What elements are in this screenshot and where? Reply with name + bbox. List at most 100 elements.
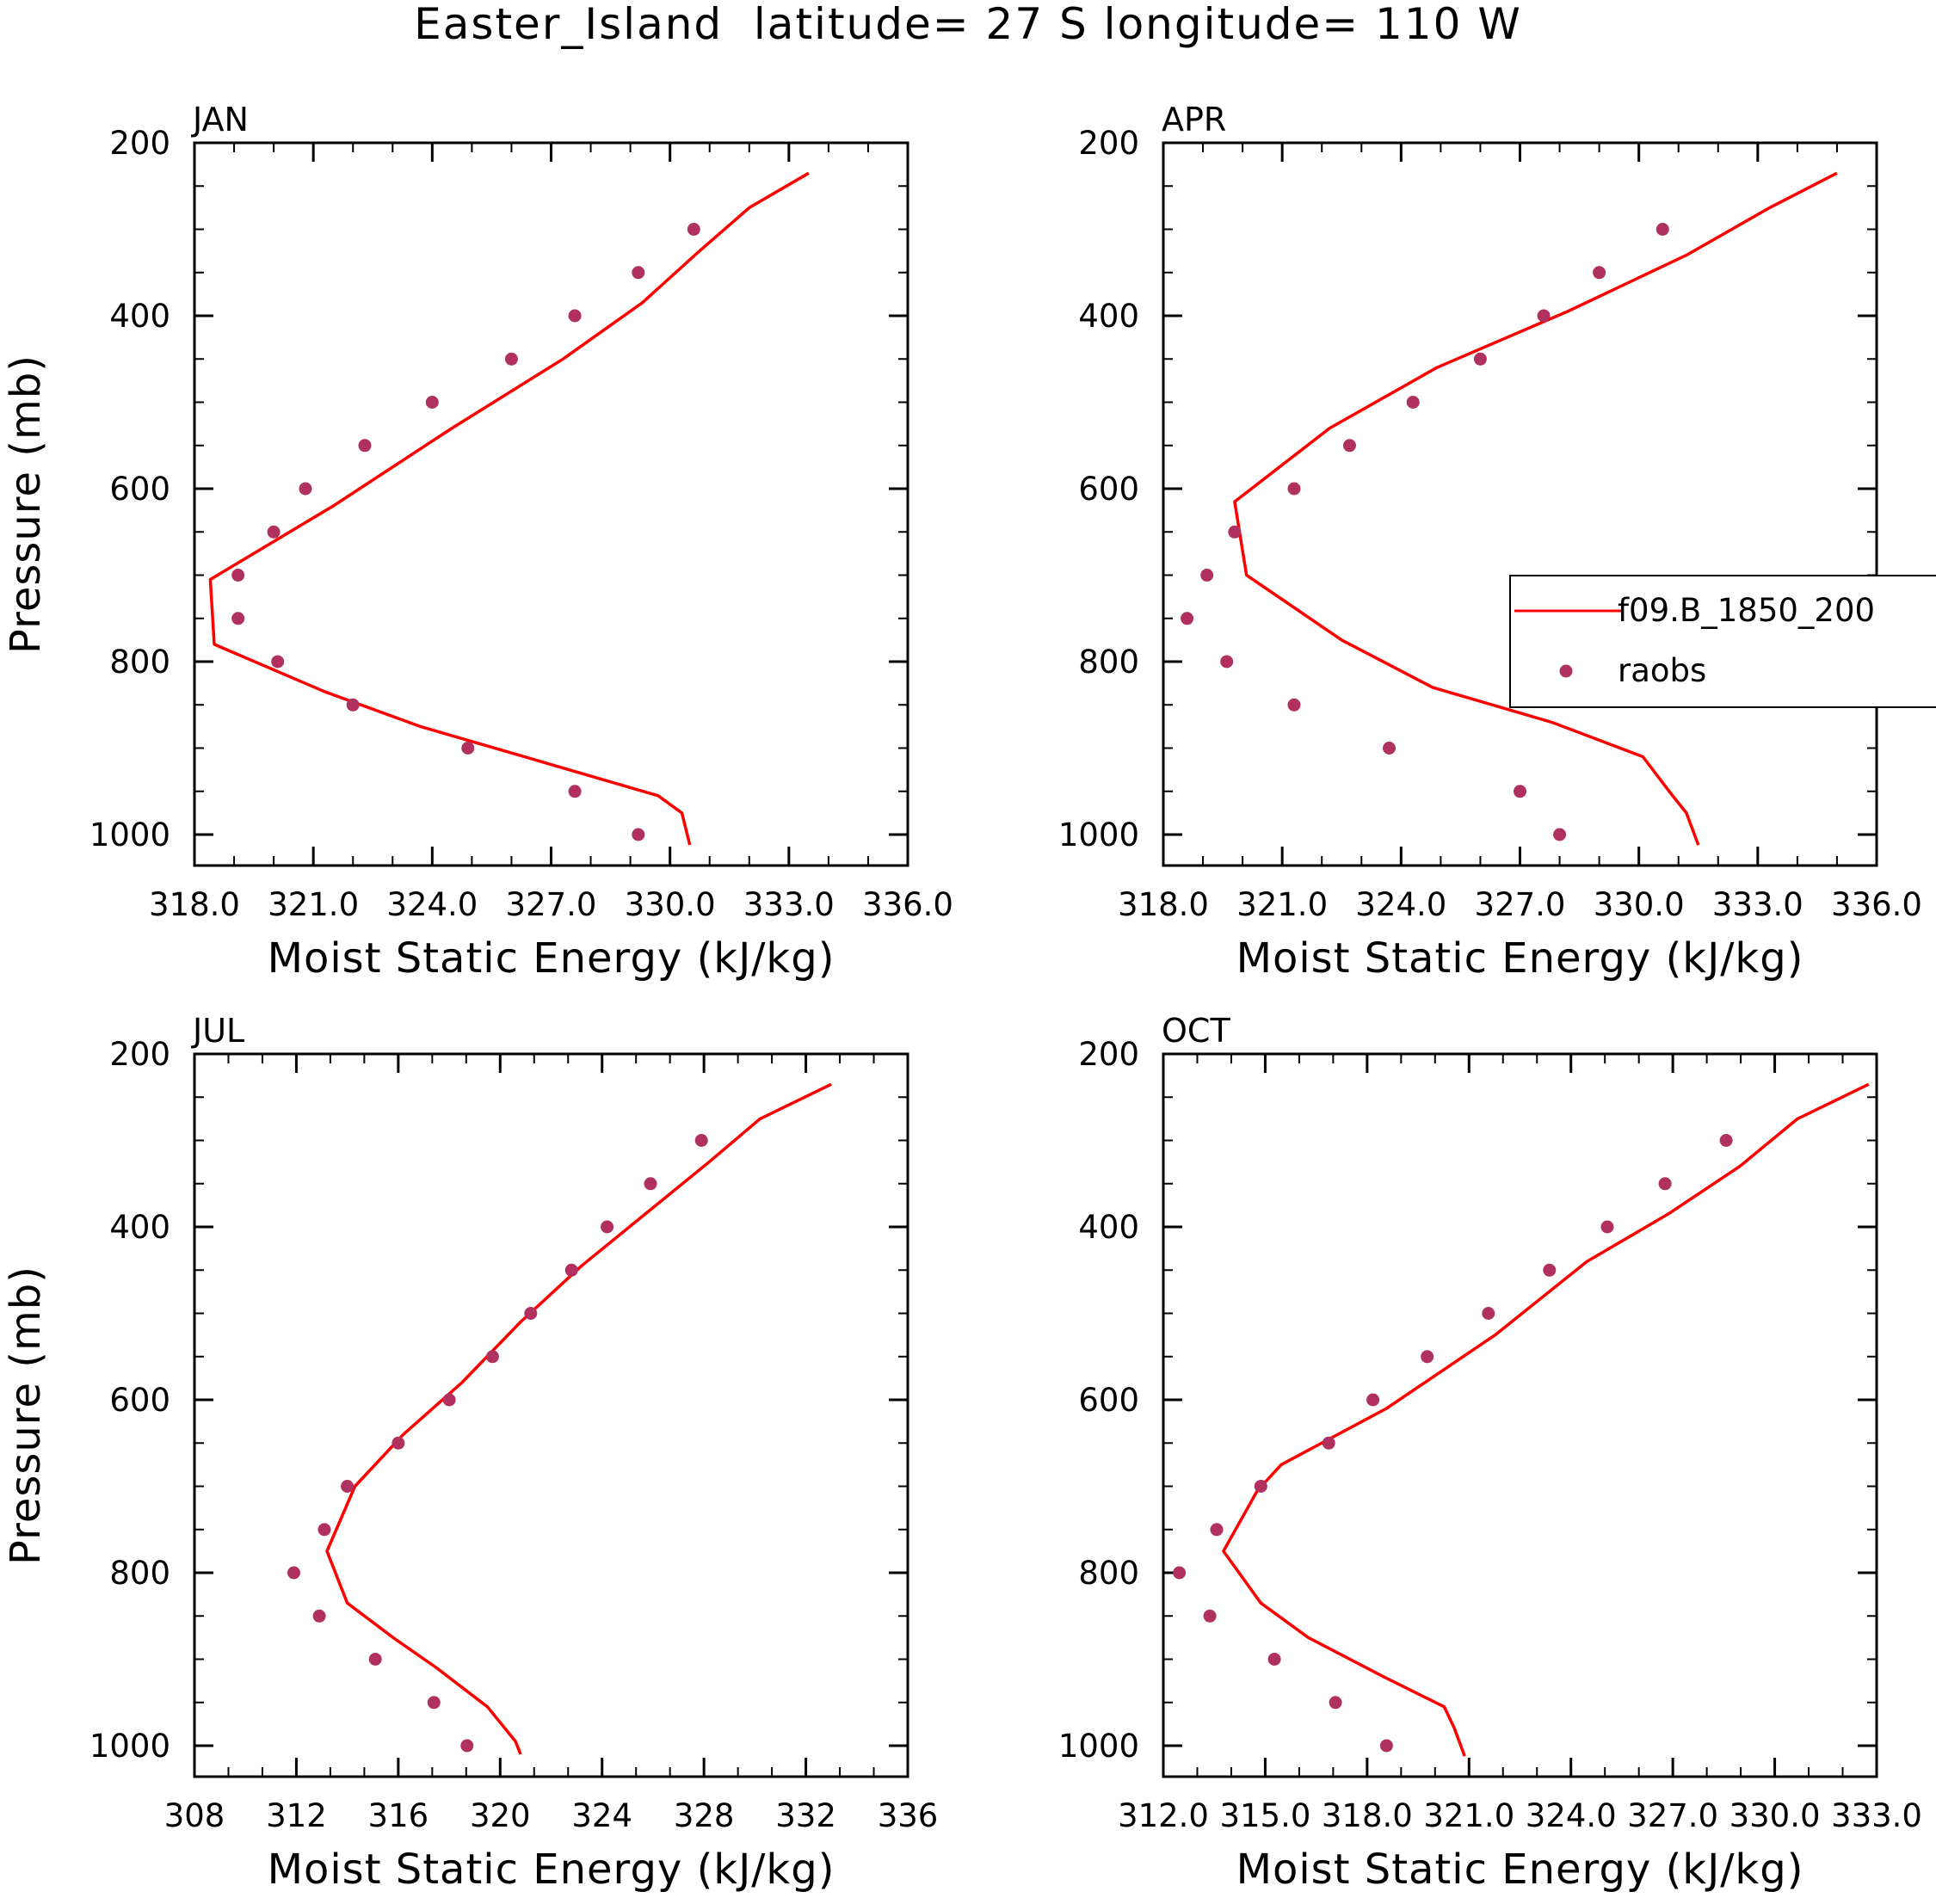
raobs-point [231,612,245,625]
x-axis-title: Moist Static Energy (kJ/kg) [268,1845,835,1894]
x-tick-label: 324.0 [1526,1797,1617,1834]
raobs-point [460,1739,474,1753]
plot-frame [1162,1052,1878,1778]
plot-frame [193,141,909,867]
raobs-point [267,525,281,539]
raobs-point [1473,352,1487,366]
raobs-point [1655,223,1669,236]
legend-box [1509,575,1936,708]
raobs-point [687,223,700,236]
raobs-point [1658,1177,1672,1191]
panel-jul: JUL 308 312 316 320 324 328 332 336 200 400 600 800 1… [2,1012,938,1894]
raobs-point [341,1480,355,1493]
raobs-point [1210,1523,1224,1537]
x-tick-label: 336.0 [1831,886,1922,923]
raobs-point [461,742,475,755]
plot-frame [1162,141,1878,867]
x-tick-label: 333.0 [743,886,835,923]
x-tick-label: 324.0 [386,886,478,923]
y-tick-label: 600 [1078,471,1139,508]
figure-title: Easter_Island latitude= 27 S longitude= … [414,0,1522,49]
y-tick-label: 800 [1078,644,1139,681]
x-tick-label: 330.0 [1729,1797,1821,1834]
raobs-point [231,569,245,582]
raobs-point [1228,525,1242,539]
x-tick-label: 336 [878,1797,939,1834]
y-tick-label: 200 [1078,1036,1139,1073]
x-tick-label: 327.0 [506,886,597,923]
raobs-point [1287,698,1301,712]
y-axis-title: Pressure (mb) [2,354,50,654]
raobs-point [1343,439,1356,453]
x-axis-title: Moist Static Energy (kJ/kg) [1236,1845,1804,1894]
x-tick-label: 318.0 [149,886,240,923]
raobs-point [1553,828,1567,841]
raobs-point [568,309,582,323]
x-tick-label: 330.0 [625,886,716,923]
raobs-point [1537,309,1551,323]
raobs-point [1267,1653,1281,1666]
y-tick-label: 200 [109,1036,170,1073]
x-tick-label: 333.0 [1712,886,1803,923]
raobs-point [312,1609,326,1623]
y-tick-label: 1000 [89,1728,170,1765]
model-line [325,1082,832,1755]
raobs-point [632,828,645,841]
x-tick-label: 328 [674,1797,735,1834]
raobs-point [1482,1307,1495,1320]
model-line [1233,171,1838,846]
x-axis-title: Moist Static Energy (kJ/kg) [268,934,835,983]
raobs-point [1329,1696,1342,1710]
x-tick-label: 324.0 [1355,886,1446,923]
y-tick-label: 1000 [89,816,170,853]
raobs-point [1287,482,1301,496]
y-tick-label: 800 [109,1555,170,1592]
x-tick-label: 312 [266,1797,327,1834]
x-tick-label: 318.0 [1322,1797,1413,1834]
y-tick-label: 600 [109,1382,170,1419]
raobs-point [1543,1263,1557,1277]
x-tick-label: 321.0 [1236,886,1328,923]
raobs-point [485,1350,499,1364]
panel-apr: APR 318.0 321.0 324.0 327.0 330.0 333.0 336.0 20… [1058,101,1922,983]
legend-label-model: f09.B_1850_200 [1618,592,1875,629]
raobs-point [1514,785,1526,798]
x-tick-label: 312.0 [1118,1797,1209,1834]
raobs-point [632,266,645,280]
y-tick-label: 200 [109,125,170,162]
legend-marker-swatch [1559,664,1573,678]
y-tick-label: 1000 [1058,1728,1139,1765]
x-tick-label: 318.0 [1118,886,1209,923]
y-tick-label: 400 [1078,298,1139,335]
x-tick-label: 324 [571,1797,632,1834]
raobs-point [1200,569,1214,582]
raobs-point [1181,612,1194,625]
raobs-point [644,1177,657,1191]
raobs-point [1600,1220,1614,1234]
panel-label: JAN [191,101,249,139]
panel-jan: JAN 318.0 321.0 324.0 327.0 330.0 333.0 336.0 20… [2,101,953,983]
y-tick-label: 400 [1078,1209,1139,1246]
raobs-point [1421,1350,1434,1364]
raobs-point [1203,1609,1217,1623]
y-tick-label: 600 [1078,1382,1139,1419]
legend-label-raobs: raobs [1618,652,1706,689]
raobs-point [568,785,582,798]
raobs-point [1379,1739,1393,1753]
x-tick-label: 330.0 [1594,886,1685,923]
x-tick-label: 327.0 [1475,886,1566,923]
raobs-point [1383,742,1396,755]
raobs-point [392,1436,405,1450]
x-tick-label: 321.0 [268,886,359,923]
model-line [208,171,810,846]
x-tick-label: 336.0 [862,886,953,923]
raobs-point [1322,1436,1335,1450]
panel-oct: OCT 312.0 315.0 318.0 321.0 324.0 327.0 330.0 33… [1058,1012,1922,1894]
raobs-point [346,698,360,712]
raobs-point [425,396,439,409]
raobs-point [694,1134,708,1147]
raobs-point [368,1653,382,1666]
raobs-point [1719,1134,1733,1147]
x-tick-label: 316 [368,1797,429,1834]
